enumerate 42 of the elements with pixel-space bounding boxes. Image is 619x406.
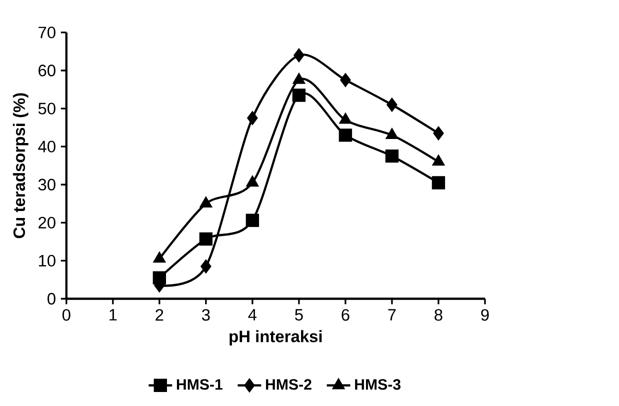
x-tick-label: 3 [202, 309, 210, 321]
point [247, 111, 258, 125]
y-tick-label: 70 [38, 26, 56, 38]
point [340, 113, 352, 124]
point [386, 128, 398, 139]
point [199, 232, 213, 246]
point [154, 252, 166, 263]
x-tick-label: 1 [110, 309, 117, 320]
point [246, 214, 260, 227]
legend-label: HMS-1 [176, 379, 222, 390]
point [338, 128, 352, 142]
x-axis-title: pH interaksi [230, 330, 322, 346]
x-tick-label: 2 [156, 309, 164, 321]
x-tick-label: 5 [295, 309, 303, 321]
point [200, 260, 212, 273]
point [200, 197, 212, 208]
point [340, 73, 351, 87]
point [432, 155, 444, 166]
point [433, 126, 444, 140]
y-axis-title: Cu teradsorpsi (%) [12, 93, 28, 238]
point [246, 176, 258, 187]
y-tick-label: 10 [38, 254, 56, 266]
y-tick-label: 20 [38, 216, 56, 228]
x-tick-label: 7 [388, 309, 396, 320]
y-tick-label: 60 [38, 64, 56, 76]
y-tick-label: 40 [38, 140, 56, 152]
x-tick-label: 0 [62, 309, 70, 321]
legend-label: HMS-3 [355, 379, 401, 390]
x-tick-label: 4 [248, 309, 257, 320]
legend-label: HMS-2 [266, 379, 312, 390]
point [386, 98, 398, 112]
x-tick-label: 9 [481, 309, 489, 321]
y-tick-label: 0 [48, 292, 56, 305]
x-tick-label: 8 [434, 309, 442, 321]
point [432, 176, 446, 190]
y-tick-label: 30 [38, 178, 56, 190]
y-tick-label: 50 [38, 102, 56, 114]
point [294, 48, 304, 62]
point [385, 149, 399, 163]
point [293, 73, 305, 84]
x-tick-label: 6 [342, 309, 350, 321]
point [292, 88, 306, 102]
